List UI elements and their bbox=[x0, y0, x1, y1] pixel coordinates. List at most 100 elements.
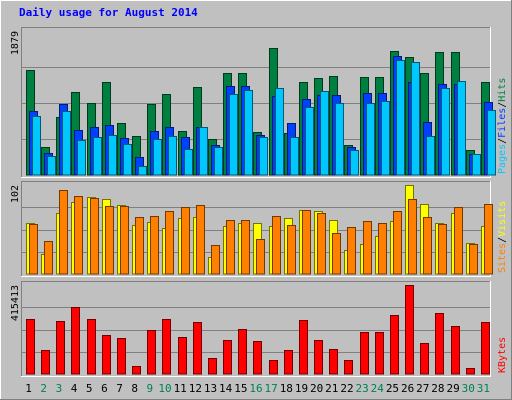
x-tick-label: 9 bbox=[147, 382, 154, 395]
x-tick-label: 17 bbox=[265, 382, 278, 395]
bars bbox=[26, 48, 496, 176]
x-tick-label: 7 bbox=[116, 382, 123, 395]
x-tick-label: 6 bbox=[101, 382, 108, 395]
bar-pages-day-31 bbox=[487, 110, 496, 176]
bar-pages-day-1 bbox=[32, 116, 41, 176]
bar-pages-day-27 bbox=[426, 136, 435, 176]
bar-sites-day-29 bbox=[454, 207, 463, 275]
bar-sites-day-4 bbox=[74, 196, 83, 275]
bar-kbytes-day-28 bbox=[435, 313, 444, 375]
bar-pages-day-21 bbox=[335, 103, 344, 176]
bar-sites-day-2 bbox=[44, 241, 53, 275]
panel-kbytes: 415413 KBytes bbox=[10, 281, 508, 377]
bar-pages-day-3 bbox=[62, 111, 71, 176]
bar-kbytes-day-10 bbox=[162, 319, 171, 375]
x-tick-label: 21 bbox=[325, 382, 338, 395]
bar-kbytes-day-8 bbox=[132, 366, 141, 375]
y-max-label: 1879 bbox=[10, 31, 21, 55]
bar-kbytes-day-21 bbox=[329, 349, 338, 375]
chart-title: Daily usage for August 2014 bbox=[19, 6, 198, 19]
legend-entry: Hits bbox=[497, 78, 508, 102]
legend: Sites/Visits bbox=[497, 201, 508, 273]
bar-sites-day-10 bbox=[165, 211, 174, 275]
bar-kbytes-day-1 bbox=[26, 319, 35, 375]
bar-kbytes-day-20 bbox=[314, 340, 323, 375]
legend-entry: Pages bbox=[497, 144, 508, 174]
bar-sites-day-30 bbox=[469, 244, 478, 275]
bar-pages-day-13 bbox=[214, 147, 223, 176]
legend-entry: Files bbox=[497, 108, 508, 138]
bar-pages-day-22 bbox=[350, 150, 359, 176]
bar-sites-day-23 bbox=[363, 221, 372, 275]
bar-sites-day-13 bbox=[211, 245, 220, 275]
bar-pages-day-16 bbox=[259, 137, 268, 176]
bar-sites-day-16 bbox=[256, 239, 265, 275]
bar-kbytes-day-9 bbox=[147, 330, 156, 375]
bar-sites-day-5 bbox=[90, 198, 99, 275]
bar-kbytes-day-4 bbox=[71, 307, 80, 375]
bar-sites-day-26 bbox=[408, 199, 417, 275]
x-tick-label: 30 bbox=[462, 382, 475, 395]
bar-sites-day-22 bbox=[347, 227, 356, 275]
bar-kbytes-day-25 bbox=[390, 315, 399, 375]
bar-kbytes-day-13 bbox=[208, 358, 217, 375]
bar-pages-day-5 bbox=[93, 137, 102, 176]
bar-pages-day-12 bbox=[199, 127, 208, 176]
x-tick-label: 20 bbox=[310, 382, 323, 395]
bar-kbytes-day-11 bbox=[178, 337, 187, 375]
bar-pages-day-15 bbox=[244, 90, 253, 176]
bar-sites-day-6 bbox=[105, 206, 114, 275]
x-tick-label: 24 bbox=[371, 382, 385, 395]
bar-sites-day-21 bbox=[332, 233, 341, 275]
bar-pages-day-8 bbox=[138, 166, 147, 176]
x-tick-label: 16 bbox=[249, 382, 262, 395]
bar-pages-day-20 bbox=[320, 91, 329, 176]
bar-sites-day-8 bbox=[135, 217, 144, 275]
bar-sites-day-12 bbox=[196, 205, 205, 275]
bar-kbytes-day-29 bbox=[451, 326, 460, 375]
legend-entry: / bbox=[497, 138, 508, 144]
bar-pages-day-7 bbox=[123, 144, 132, 176]
bar-kbytes-day-6 bbox=[102, 335, 111, 375]
bar-pages-day-19 bbox=[305, 107, 314, 176]
bar-pages-day-14 bbox=[229, 94, 238, 176]
x-axis: 1 2 3 4 5 6 7 8 9 10 11 12 13 14 15 16 17 18 19 20 21 22 23 24 2… bbox=[25, 382, 490, 395]
bar-sites-day-11 bbox=[181, 207, 190, 275]
bar-sites-day-14 bbox=[226, 220, 235, 275]
panel-visitors: 102 Sites/Visits bbox=[10, 181, 508, 277]
x-tick-label: 8 bbox=[131, 382, 138, 395]
legend: Pages/Files/Hits bbox=[497, 78, 508, 174]
bar-pages-day-24 bbox=[381, 101, 390, 176]
x-tick-label: 27 bbox=[416, 382, 429, 395]
bar-pages-day-28 bbox=[441, 88, 450, 176]
x-tick-label: 22 bbox=[340, 382, 353, 395]
x-tick-label: 10 bbox=[158, 382, 171, 395]
x-tick-label: 28 bbox=[431, 382, 444, 395]
x-tick-label: 31 bbox=[477, 382, 490, 395]
legend-entry: / bbox=[497, 102, 508, 108]
bar-sites-day-28 bbox=[438, 224, 447, 275]
bar-sites-day-20 bbox=[317, 213, 326, 275]
legend-entry: KBytes bbox=[497, 337, 508, 373]
bar-kbytes-day-14 bbox=[223, 340, 232, 375]
bar-kbytes-day-22 bbox=[344, 360, 353, 375]
x-tick-label: 25 bbox=[386, 382, 399, 395]
x-tick-label: 13 bbox=[204, 382, 217, 395]
x-tick-label: 12 bbox=[189, 382, 202, 395]
bar-kbytes-day-23 bbox=[360, 332, 369, 375]
legend-entry: Sites bbox=[497, 243, 508, 273]
x-tick-label: 3 bbox=[56, 382, 63, 395]
x-tick-label: 14 bbox=[219, 382, 233, 395]
bar-pages-day-23 bbox=[366, 103, 375, 176]
x-tick-label: 2 bbox=[40, 382, 47, 395]
bar-pages-day-4 bbox=[77, 140, 86, 176]
bar-sites-day-18 bbox=[287, 225, 296, 275]
bar-kbytes-day-3 bbox=[56, 321, 65, 375]
bar-kbytes-day-26 bbox=[405, 285, 414, 375]
bar-pages-day-26 bbox=[411, 62, 420, 176]
x-tick-label: 23 bbox=[356, 382, 369, 395]
bar-kbytes-day-12 bbox=[193, 322, 202, 375]
bar-pages-day-18 bbox=[290, 137, 299, 176]
x-tick-label: 4 bbox=[71, 382, 78, 395]
